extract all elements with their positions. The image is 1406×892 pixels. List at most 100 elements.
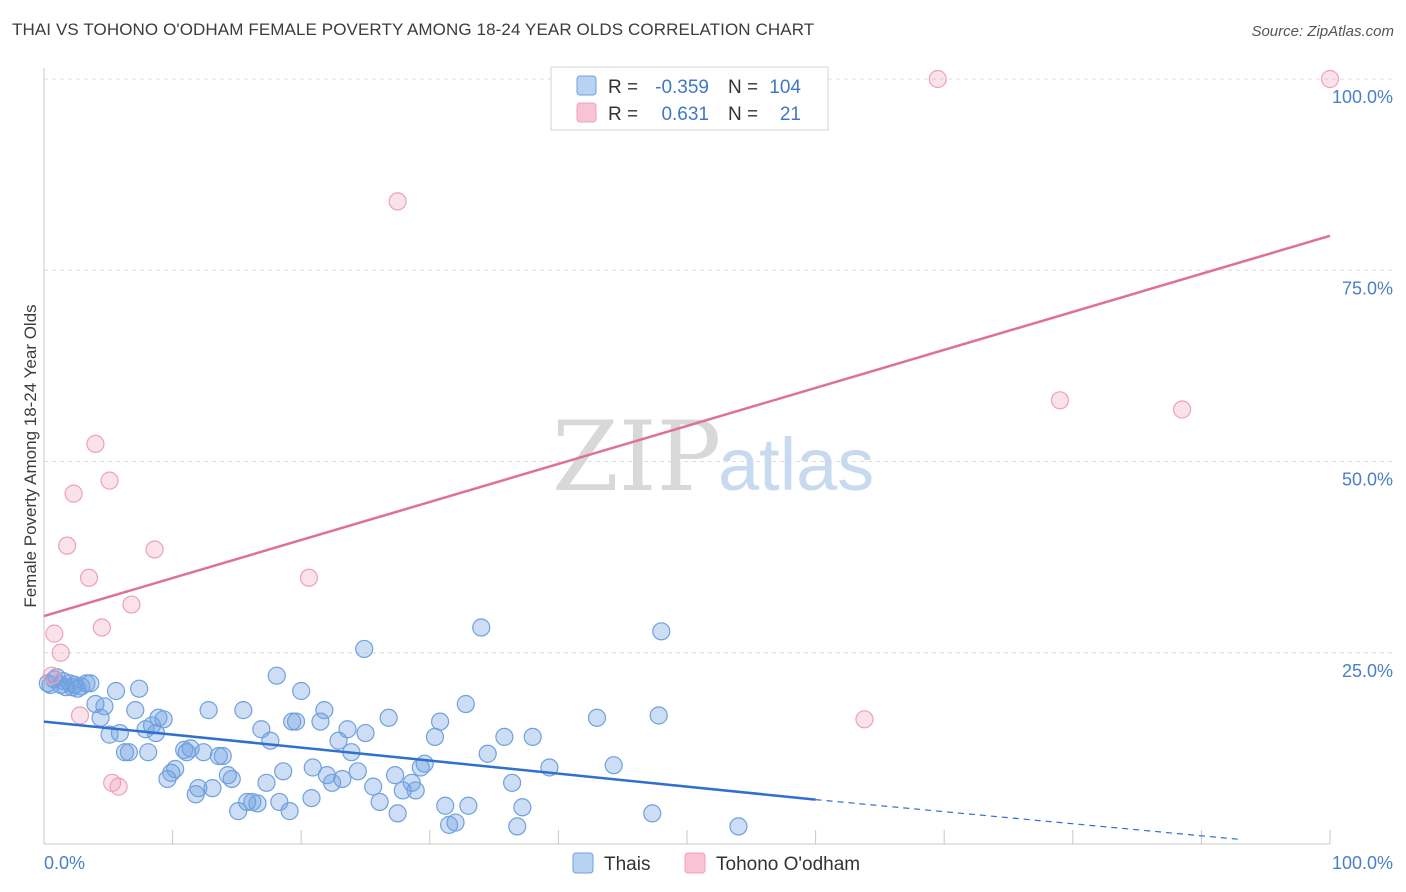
- data-point-thais: [203, 779, 222, 798]
- data-point-thais: [126, 701, 145, 720]
- data-point-thais: [649, 706, 668, 725]
- data-point-thais: [338, 720, 357, 739]
- data-point-thais: [456, 694, 475, 714]
- data-point-thais: [106, 681, 126, 701]
- data-point-tohono-oodham: [100, 471, 119, 490]
- data-point-tohono-oodham: [1050, 391, 1070, 410]
- series-tohono-oodham: [42, 69, 1340, 796]
- bottom-legend: Thais Tohono O'odham: [572, 852, 860, 875]
- trend-lines: [43, 234, 1331, 841]
- data-point-thais: [503, 773, 522, 792]
- legend-swatch-thais: [576, 75, 597, 96]
- data-point-thais: [513, 798, 532, 817]
- data-point-tohono-oodham: [86, 434, 105, 454]
- data-point-thais: [446, 813, 465, 832]
- bottom-legend-swatch-thais: [572, 852, 594, 874]
- y-tick-label: 75.0%: [1342, 278, 1393, 298]
- chart-source: Source: ZipAtlas.com: [1251, 23, 1394, 40]
- data-point-thais: [234, 701, 253, 720]
- data-point-thais: [119, 743, 138, 762]
- legend-r-value-1: -0.359: [655, 77, 709, 98]
- series-thais: [38, 618, 748, 836]
- data-point-thais: [430, 712, 450, 731]
- data-point-thais: [459, 796, 478, 815]
- data-point-thais: [348, 762, 367, 781]
- data-point-thais: [478, 744, 497, 763]
- chart-title: THAI VS TOHONO O'ODHAM FEMALE POVERTY AM…: [12, 20, 815, 39]
- data-point-thais: [199, 701, 218, 720]
- legend-n-value-2: 21: [780, 104, 801, 125]
- data-point-thais: [81, 674, 100, 693]
- data-point-thais: [209, 746, 228, 766]
- data-point-tohono-oodham: [109, 777, 128, 796]
- data-point-thais: [115, 743, 135, 762]
- data-point-thais: [303, 758, 322, 777]
- data-point-thais: [587, 708, 607, 727]
- data-point-tohono-oodham: [45, 624, 64, 643]
- data-point-thais: [267, 666, 286, 685]
- y-tick-label: 50.0%: [1342, 470, 1393, 490]
- data-point-thais: [248, 794, 267, 813]
- data-point-thais: [495, 727, 514, 747]
- data-point-tohono-oodham: [855, 710, 874, 729]
- legend-box: R = -0.359 N = 104 R = 0.631 N = 21: [550, 66, 829, 131]
- data-point-tohono-oodham: [299, 568, 319, 587]
- data-point-thais: [280, 802, 299, 821]
- trend-line-tohono-oodham: [43, 234, 1331, 618]
- data-point-thais: [315, 701, 334, 720]
- data-point-thais: [604, 756, 623, 775]
- data-point-thais: [370, 792, 389, 812]
- watermark-atlas: atlas: [718, 423, 874, 506]
- legend-frame: [550, 66, 829, 131]
- data-point-thais: [322, 773, 342, 792]
- data-point-thais: [292, 681, 311, 701]
- x-tick-label-max: 100.0%: [1332, 853, 1393, 873]
- data-point-thais: [130, 679, 149, 698]
- bottom-legend-label-thais: Thais: [604, 854, 650, 875]
- data-point-thais: [139, 743, 158, 762]
- legend-n-label-2: N =: [728, 104, 758, 125]
- data-point-thais: [415, 754, 434, 773]
- bottom-legend-swatch-tohono: [684, 852, 706, 874]
- data-point-thais: [166, 759, 185, 779]
- data-point-thais: [95, 697, 114, 716]
- gridlines: [44, 78, 1393, 654]
- data-point-tohono-oodham: [70, 706, 90, 725]
- data-point-thais: [77, 674, 96, 693]
- data-point-tohono-oodham: [388, 192, 407, 211]
- data-point-thais: [302, 788, 321, 808]
- data-point-thais: [729, 817, 748, 836]
- data-point-tohono-oodham: [42, 666, 61, 685]
- y-tick-labels: 25.0% 50.0% 75.0% 100.0%: [1332, 87, 1393, 681]
- data-point-thais: [154, 710, 173, 729]
- data-point-tohono-oodham: [122, 595, 141, 614]
- legend-n-value-1: 104: [769, 77, 801, 98]
- data-point-thais: [213, 746, 232, 766]
- data-point-thais: [175, 740, 194, 760]
- data-point-thais: [333, 769, 352, 789]
- data-point-thais: [472, 618, 491, 637]
- data-point-thais: [356, 723, 375, 743]
- data-point-tohono-oodham: [79, 568, 99, 587]
- data-point-tohono-oodham: [64, 484, 83, 503]
- data-point-tohono-oodham: [928, 69, 947, 89]
- x-ticks: [43, 830, 1331, 844]
- legend-swatch-tohono: [576, 102, 597, 123]
- watermark-zip: ZIP: [552, 401, 721, 513]
- data-point-thais: [270, 792, 289, 812]
- data-point-thais: [110, 723, 129, 743]
- trend-line-thais: [43, 720, 816, 801]
- y-axis-title: Female Poverty Among 18-24 Year Olds: [21, 304, 40, 607]
- data-point-thais: [436, 796, 455, 815]
- data-point-thais: [508, 817, 527, 836]
- data-point-thais: [283, 712, 302, 731]
- data-point-thais: [311, 712, 330, 731]
- data-point-tohono-oodham: [1173, 400, 1192, 419]
- trend-line-thais-extension: [815, 799, 1241, 841]
- data-point-tohono-oodham: [145, 540, 164, 559]
- data-point-thais: [523, 727, 542, 747]
- legend-r-label-1: R =: [608, 77, 638, 98]
- data-point-thais: [222, 769, 241, 789]
- data-point-thais: [274, 762, 293, 781]
